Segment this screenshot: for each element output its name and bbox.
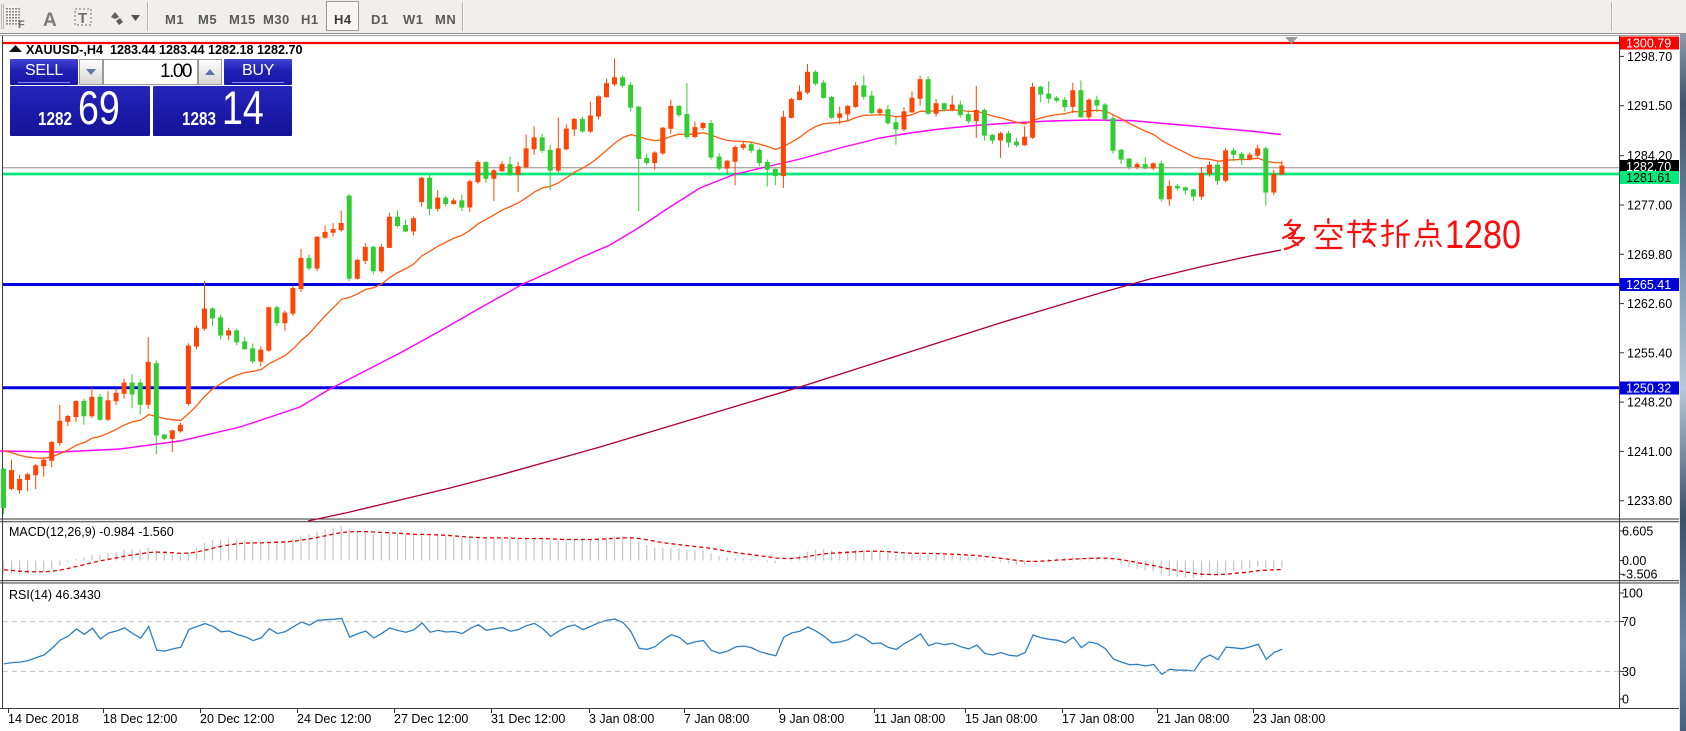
svg-text:70: 70 [1622, 615, 1636, 629]
svg-text:17 Jan 08:00: 17 Jan 08:00 [1062, 712, 1134, 726]
svg-text:RSI(14) 46.3430: RSI(14) 46.3430 [9, 588, 101, 602]
svg-text:1280: 1280 [1445, 213, 1521, 257]
svg-text:1250.32: 1250.32 [1626, 381, 1671, 395]
svg-text:1255.40: 1255.40 [1627, 346, 1672, 360]
svg-text:0.00: 0.00 [1622, 554, 1646, 568]
svg-text:15 Jan 08:00: 15 Jan 08:00 [965, 712, 1037, 726]
svg-text:31 Dec 12:00: 31 Dec 12:00 [491, 712, 565, 726]
svg-text:6.605: 6.605 [1622, 525, 1653, 539]
svg-text:1262.60: 1262.60 [1627, 297, 1672, 311]
svg-text:3 Jan 08:00: 3 Jan 08:00 [589, 712, 654, 726]
svg-text:20 Dec 12:00: 20 Dec 12:00 [200, 712, 274, 726]
svg-text:27 Dec 12:00: 27 Dec 12:00 [394, 712, 468, 726]
svg-text:7 Jan 08:00: 7 Jan 08:00 [684, 712, 749, 726]
svg-text:1281.61: 1281.61 [1626, 171, 1671, 185]
svg-text:30: 30 [1622, 665, 1636, 679]
svg-text:18 Dec 12:00: 18 Dec 12:00 [103, 712, 177, 726]
svg-text:24 Dec 12:00: 24 Dec 12:00 [297, 712, 371, 726]
svg-text:T: T [78, 10, 87, 27]
svg-text:21 Jan 08:00: 21 Jan 08:00 [1157, 712, 1229, 726]
svg-text:1265.41: 1265.41 [1626, 278, 1671, 292]
svg-text:0: 0 [1622, 693, 1629, 707]
svg-text:1300.79: 1300.79 [1626, 36, 1671, 50]
svg-text:-3.506: -3.506 [1622, 567, 1657, 581]
svg-text:1282.70: 1282.70 [1626, 160, 1671, 174]
svg-text:23 Jan 08:00: 23 Jan 08:00 [1253, 712, 1325, 726]
svg-text:1233.80: 1233.80 [1627, 494, 1672, 508]
svg-text:F: F [18, 19, 25, 31]
svg-text:1241.00: 1241.00 [1627, 445, 1672, 459]
svg-text:1298.70: 1298.70 [1627, 50, 1672, 64]
svg-text:1248.20: 1248.20 [1627, 396, 1672, 410]
svg-text:A: A [43, 10, 57, 31]
svg-text:XAUUSD-,H4 1283.44 1283.44 12: XAUUSD-,H4 1283.44 1283.44 1282.18 1282.… [26, 43, 303, 57]
svg-text:1269.80: 1269.80 [1627, 248, 1672, 262]
svg-text:1277.00: 1277.00 [1627, 199, 1672, 213]
svg-text:100: 100 [1622, 586, 1643, 600]
svg-text:9 Jan 08:00: 9 Jan 08:00 [779, 712, 844, 726]
svg-text:MACD(12,26,9) -0.984 -1.560: MACD(12,26,9) -0.984 -1.560 [9, 525, 174, 539]
svg-text:1284.20: 1284.20 [1627, 149, 1672, 163]
svg-text:11 Jan 08:00: 11 Jan 08:00 [874, 712, 945, 726]
svg-text:14 Dec 2018: 14 Dec 2018 [8, 712, 79, 726]
svg-text:1291.50: 1291.50 [1627, 99, 1672, 113]
